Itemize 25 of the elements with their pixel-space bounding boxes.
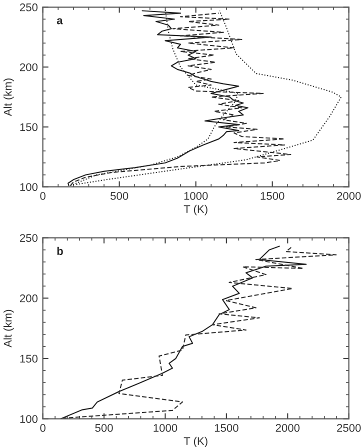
y-tick-label: 250	[20, 234, 38, 242]
y-tick-label: 250	[20, 3, 38, 12]
y-tick-label: 100	[20, 183, 38, 191]
y-tick-label: 200	[20, 294, 38, 302]
x-axis-title: T (K)	[184, 204, 208, 216]
x-tick-label: 1500	[214, 424, 238, 432]
x-tick-label: 2000	[276, 424, 300, 432]
y-axis-title: Alt (km)	[4, 78, 14, 116]
x-tick-label: 1500	[260, 192, 284, 200]
x-tick-label: 0	[40, 192, 46, 200]
x-tick-label: 500	[95, 424, 113, 432]
y-tick-label: 200	[20, 63, 38, 72]
y-axis-title: Alt (km)	[4, 310, 14, 348]
x-tick-label: 500	[110, 192, 128, 200]
x-tick-label: 0	[40, 424, 46, 432]
y-tick-label: 150	[20, 123, 38, 132]
annotation: b	[57, 246, 63, 256]
x-tick-label: 1000	[184, 192, 208, 200]
annotation: a	[56, 18, 63, 24]
y-tick-label: 150	[20, 354, 38, 363]
x-tick-label: 1000	[154, 424, 178, 432]
x-tick-label: 2500	[337, 424, 361, 432]
x-axis-title: T (K)	[184, 436, 208, 447]
y-tick-label: 100	[20, 415, 38, 423]
x-tick-label: 2000	[337, 192, 361, 200]
